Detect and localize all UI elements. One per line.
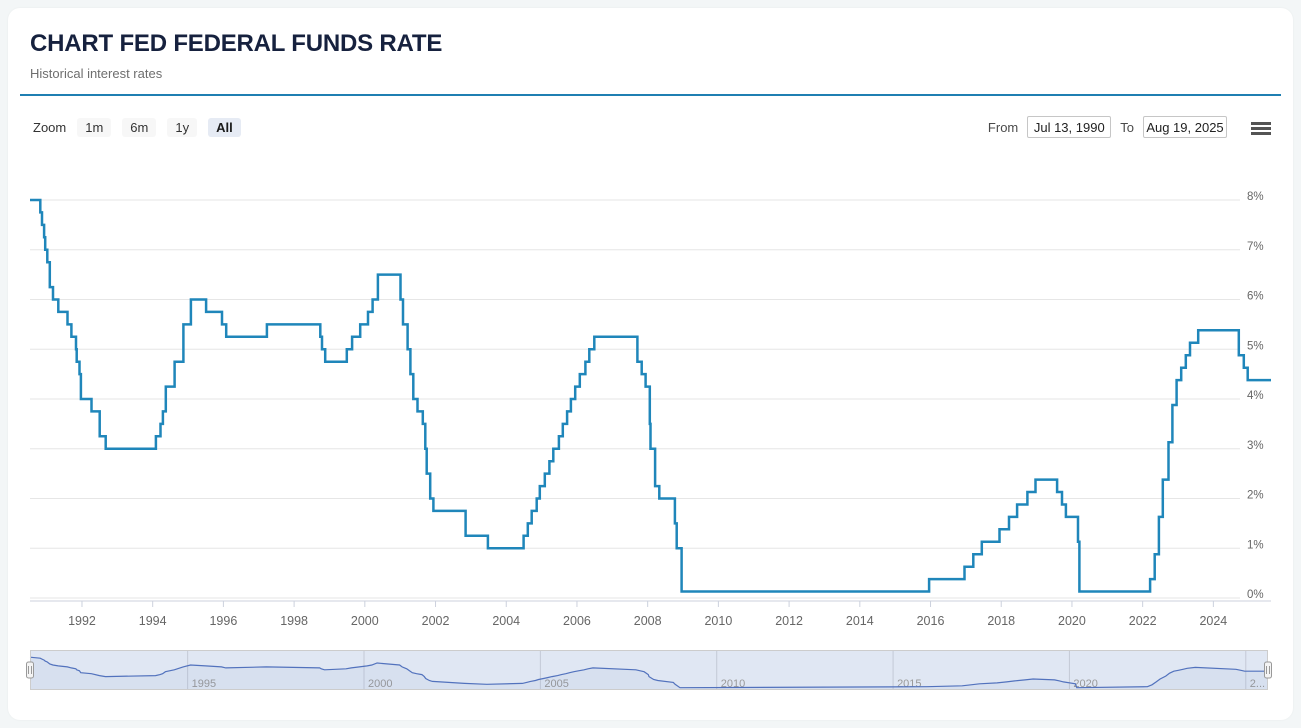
range-selector-buttons: Zoom 1m 6m 1y All [33, 116, 241, 138]
x-axis-label: 2010 [704, 614, 732, 628]
x-axis-label: 2020 [1058, 614, 1086, 628]
hamburger-bar [1251, 121, 1271, 125]
x-axis-label: 1998 [280, 614, 308, 628]
navigator-handle-left-grip[interactable] [26, 661, 34, 679]
zoom-button-1y[interactable]: 1y [167, 117, 198, 137]
x-axis-label: 1992 [68, 614, 96, 628]
y-axis-label: 0% [1247, 589, 1264, 601]
x-axis-label: 2002 [422, 614, 450, 628]
hamburger-bar [1251, 131, 1271, 135]
to-label: To [1120, 119, 1134, 135]
navigator-handle-left[interactable] [26, 661, 34, 679]
x-axis-label: 2008 [634, 614, 662, 628]
x-axis-label: 2022 [1129, 614, 1157, 628]
date-range-inputs: From To [988, 116, 1227, 138]
navigator-handle-right[interactable] [1264, 661, 1272, 679]
y-axis-label: 1% [1247, 539, 1264, 551]
zoom-label: Zoom [33, 119, 67, 135]
navigator-axis-label: 2... [1250, 678, 1265, 690]
zoom-button-all[interactable]: All [208, 117, 241, 137]
zoom-button-6m[interactable]: 6m [122, 117, 157, 137]
y-axis-label: 4% [1247, 390, 1264, 402]
page-title: CHART FED FEDERAL FUNDS RATE [30, 30, 443, 57]
x-axis-label: 2006 [563, 614, 591, 628]
accent-divider [20, 94, 1281, 96]
navigator-series-area [30, 657, 1268, 690]
plot-area[interactable] [30, 158, 1271, 601]
navigator-axis-label: 1995 [192, 678, 216, 690]
y-axis-label: 8% [1247, 191, 1264, 203]
series-line-fed-funds-rate [30, 198, 1271, 593]
x-axis-label: 1994 [139, 614, 167, 628]
x-axis-label: 2014 [846, 614, 874, 628]
x-axis-label: 2004 [492, 614, 520, 628]
navigator-axis-label: 2000 [368, 678, 392, 690]
navigator-axis-label: 2005 [544, 678, 568, 690]
page-subtitle: Historical interest rates [30, 66, 163, 81]
from-label: From [987, 119, 1019, 135]
chart-card: CHART FED FEDERAL FUNDS RATE Historical … [8, 8, 1293, 720]
x-axis-label: 2024 [1199, 614, 1227, 628]
x-axis-label: 2016 [917, 614, 945, 628]
hamburger-bar [1251, 126, 1271, 130]
to-date-input[interactable] [1143, 116, 1227, 138]
x-axis-label: 1996 [209, 614, 237, 628]
y-axis-label: 2% [1247, 490, 1264, 502]
x-axis-label: 2012 [775, 614, 803, 628]
hamburger-menu-icon[interactable] [1248, 118, 1274, 138]
navigator-series-line [29, 656, 1268, 689]
x-axis-label: 2000 [351, 614, 379, 628]
navigator-mask[interactable] [30, 650, 1268, 690]
x-axis-label: 2018 [987, 614, 1015, 628]
y-axis-label: 7% [1247, 241, 1264, 253]
navigator-handle-right-grip[interactable] [1264, 661, 1272, 679]
y-axis-label: 3% [1247, 440, 1264, 452]
y-axis-label: 6% [1247, 291, 1264, 303]
fed-funds-rate-chart: 0% 1% 2% 3% 4% 5% 6% 7% 8% 1992 1994 1996 1998 2000 20… [26, 158, 1272, 690]
from-date-input[interactable] [1027, 116, 1112, 138]
y-axis-label: 5% [1247, 340, 1264, 352]
zoom-button-1m[interactable]: 1m [77, 117, 112, 137]
